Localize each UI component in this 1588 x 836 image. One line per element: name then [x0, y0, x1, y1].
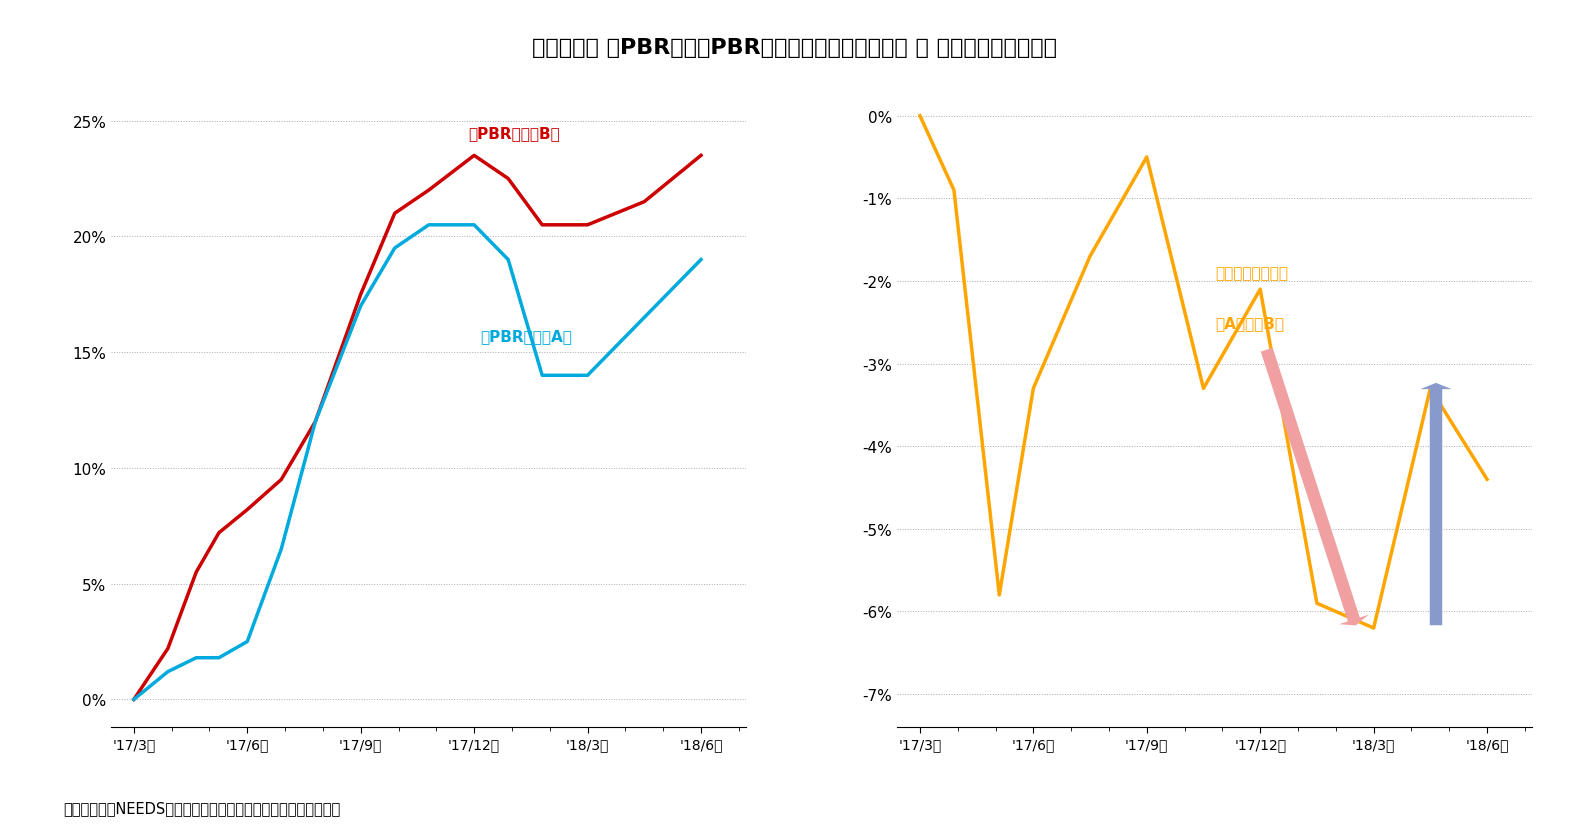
Text: 高PBR銘柄（B）: 高PBR銘柄（B）: [468, 125, 561, 140]
Text: （A）ー（B）: （A）ー（B）: [1215, 315, 1283, 330]
Text: 累計リターンの差: 累計リターンの差: [1215, 266, 1288, 281]
Text: 【図表１】 低PBR株と高PBR株の累計リターン（左） と その差（右）の推移: 【図表１】 低PBR株と高PBR株の累計リターン（左） と その差（右）の推移: [532, 38, 1056, 58]
Text: 低PBR銘柄（A）: 低PBR銘柄（A）: [480, 329, 572, 344]
Text: （資料）日経NEEDSのデータより筆者作成。単純平均リターン。: （資料）日経NEEDSのデータより筆者作成。単純平均リターン。: [64, 800, 341, 815]
